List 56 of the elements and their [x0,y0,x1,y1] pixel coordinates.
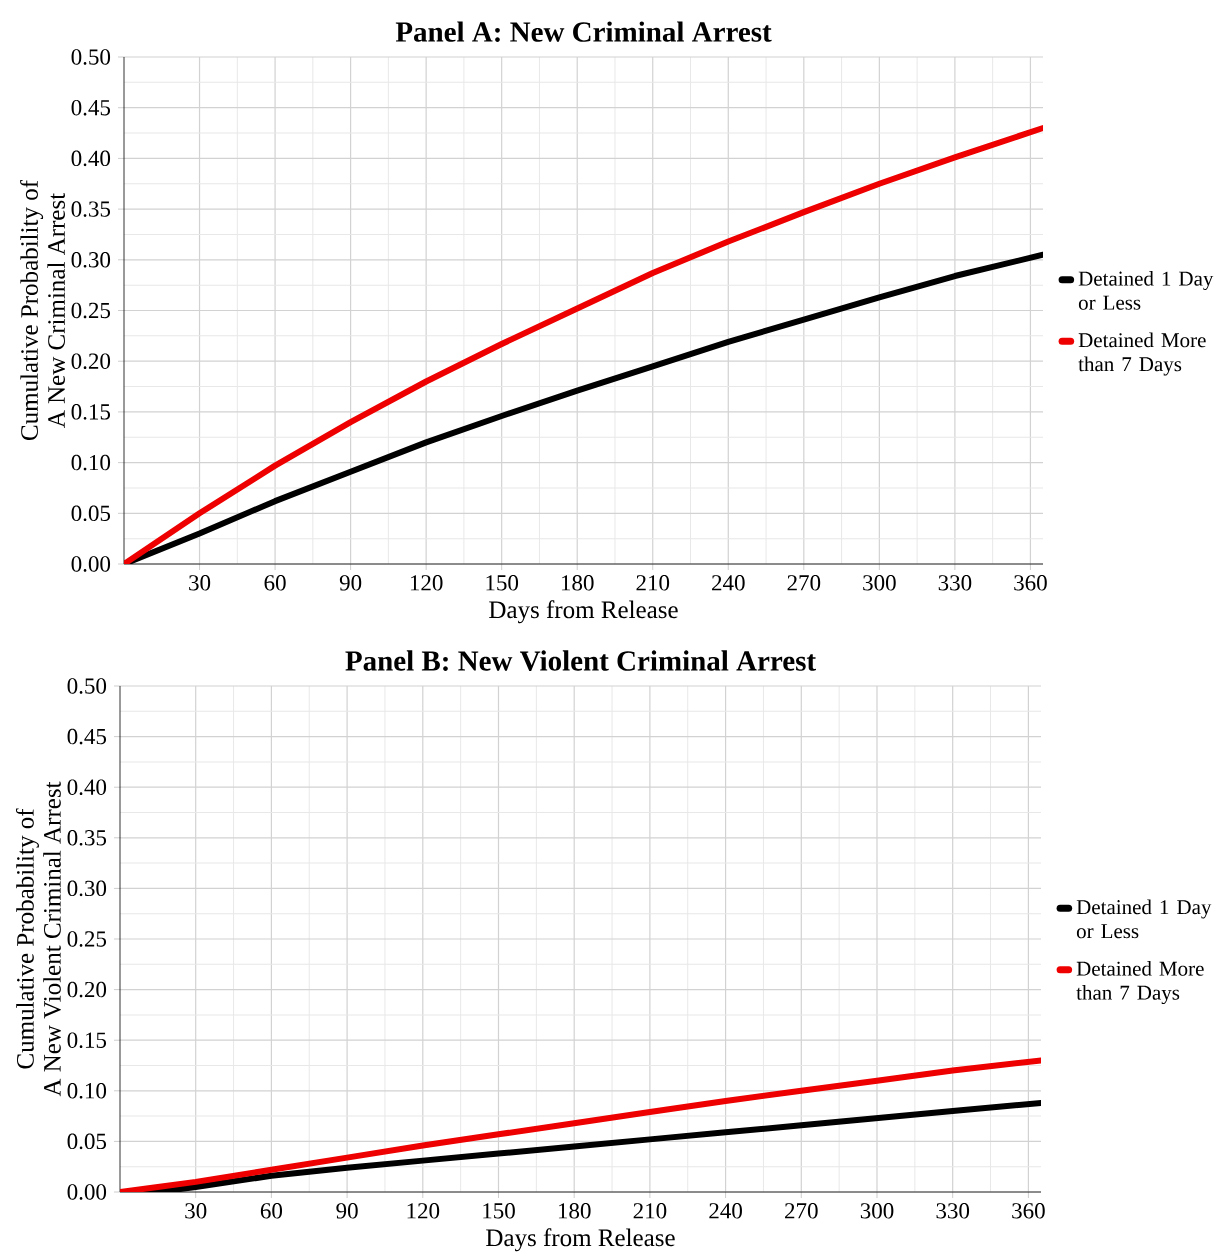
y-tick-label: 0.40 [67,779,107,796]
x-tick-label: 360 [1014,575,1047,591]
x-tick-label: 120 [410,575,443,591]
y-axis-title: Cumulative Probability of A New Criminal Arrest [20,179,65,441]
y-tick-label: 0.35 [71,201,111,217]
legend-label: Detained 1 Day or Less [1076,899,1212,939]
x-tick-label: 90 [336,1203,358,1219]
y-tick-label: 0.45 [67,728,107,745]
x-tick-label: 210 [636,575,670,591]
legend-label: Detained 1 Day or Less [1078,270,1214,310]
y-tick-label: 0.15 [67,1032,107,1049]
x-tick-label: 150 [486,575,519,591]
y-tick-label: 0.50 [71,49,111,65]
y-tick-label: 0.45 [71,99,111,116]
y-tick-label: 0.10 [71,454,111,471]
y-tick-label: 0.00 [71,556,111,572]
x-tick-label: 300 [863,575,896,591]
y-tick-label: 0.05 [67,1133,107,1150]
y-tick-label: 0.20 [71,353,111,370]
chart-title: Panel B: New Violent Criminal Arrest [345,650,816,671]
x-tick-label: 360 [1012,1203,1045,1219]
y-tick-label: 0.30 [67,880,107,897]
x-tick-label: 330 [938,575,972,591]
y-tick-label: 0.40 [71,150,111,167]
y-tick-label: 0.20 [67,981,107,998]
chart-title: Panel A: New Criminal Arrest [395,21,772,42]
y-tick-label: 0.10 [67,1083,107,1099]
x-tick-label: 240 [712,575,745,591]
x-tick-label: 240 [709,1203,742,1219]
x-tick-label: 300 [860,1203,894,1219]
x-tick-label: 150 [483,1203,515,1219]
y-tick-label: 0.35 [67,830,107,846]
y-tick-label: 0.25 [67,931,107,947]
y-tick-label: 0.30 [71,252,111,268]
y-axis-title: Cumulative Probability of A New Violent Criminal Arrest [15,781,61,1097]
x-tick-label: 180 [558,1203,591,1219]
x-tick-label: 330 [936,1203,970,1219]
x-axis-title: Days from Release [489,600,678,624]
x-tick-label: 180 [561,575,594,591]
x-tick-label: 60 [260,1203,283,1219]
legend-label: Detained More than 7 Days [1078,332,1206,376]
x-axis-title: Days from Release [486,1228,675,1252]
x-tick-label: 30 [185,1203,207,1219]
y-tick-label: 0.25 [71,302,111,319]
y-tick-label: 0.00 [67,1184,107,1200]
y-tick-label: 0.05 [71,505,111,522]
x-tick-label: 30 [189,575,211,591]
x-tick-label: 90 [339,575,362,591]
x-tick-label: 60 [264,575,286,591]
x-tick-label: 270 [785,1203,818,1219]
legend-label: Detained More than 7 Days [1076,961,1204,1005]
x-tick-label: 270 [787,575,821,591]
x-tick-label: 120 [407,1203,440,1219]
y-tick-label: 0.50 [67,678,107,694]
x-tick-label: 210 [633,1203,667,1219]
y-tick-label: 0.15 [71,404,111,420]
